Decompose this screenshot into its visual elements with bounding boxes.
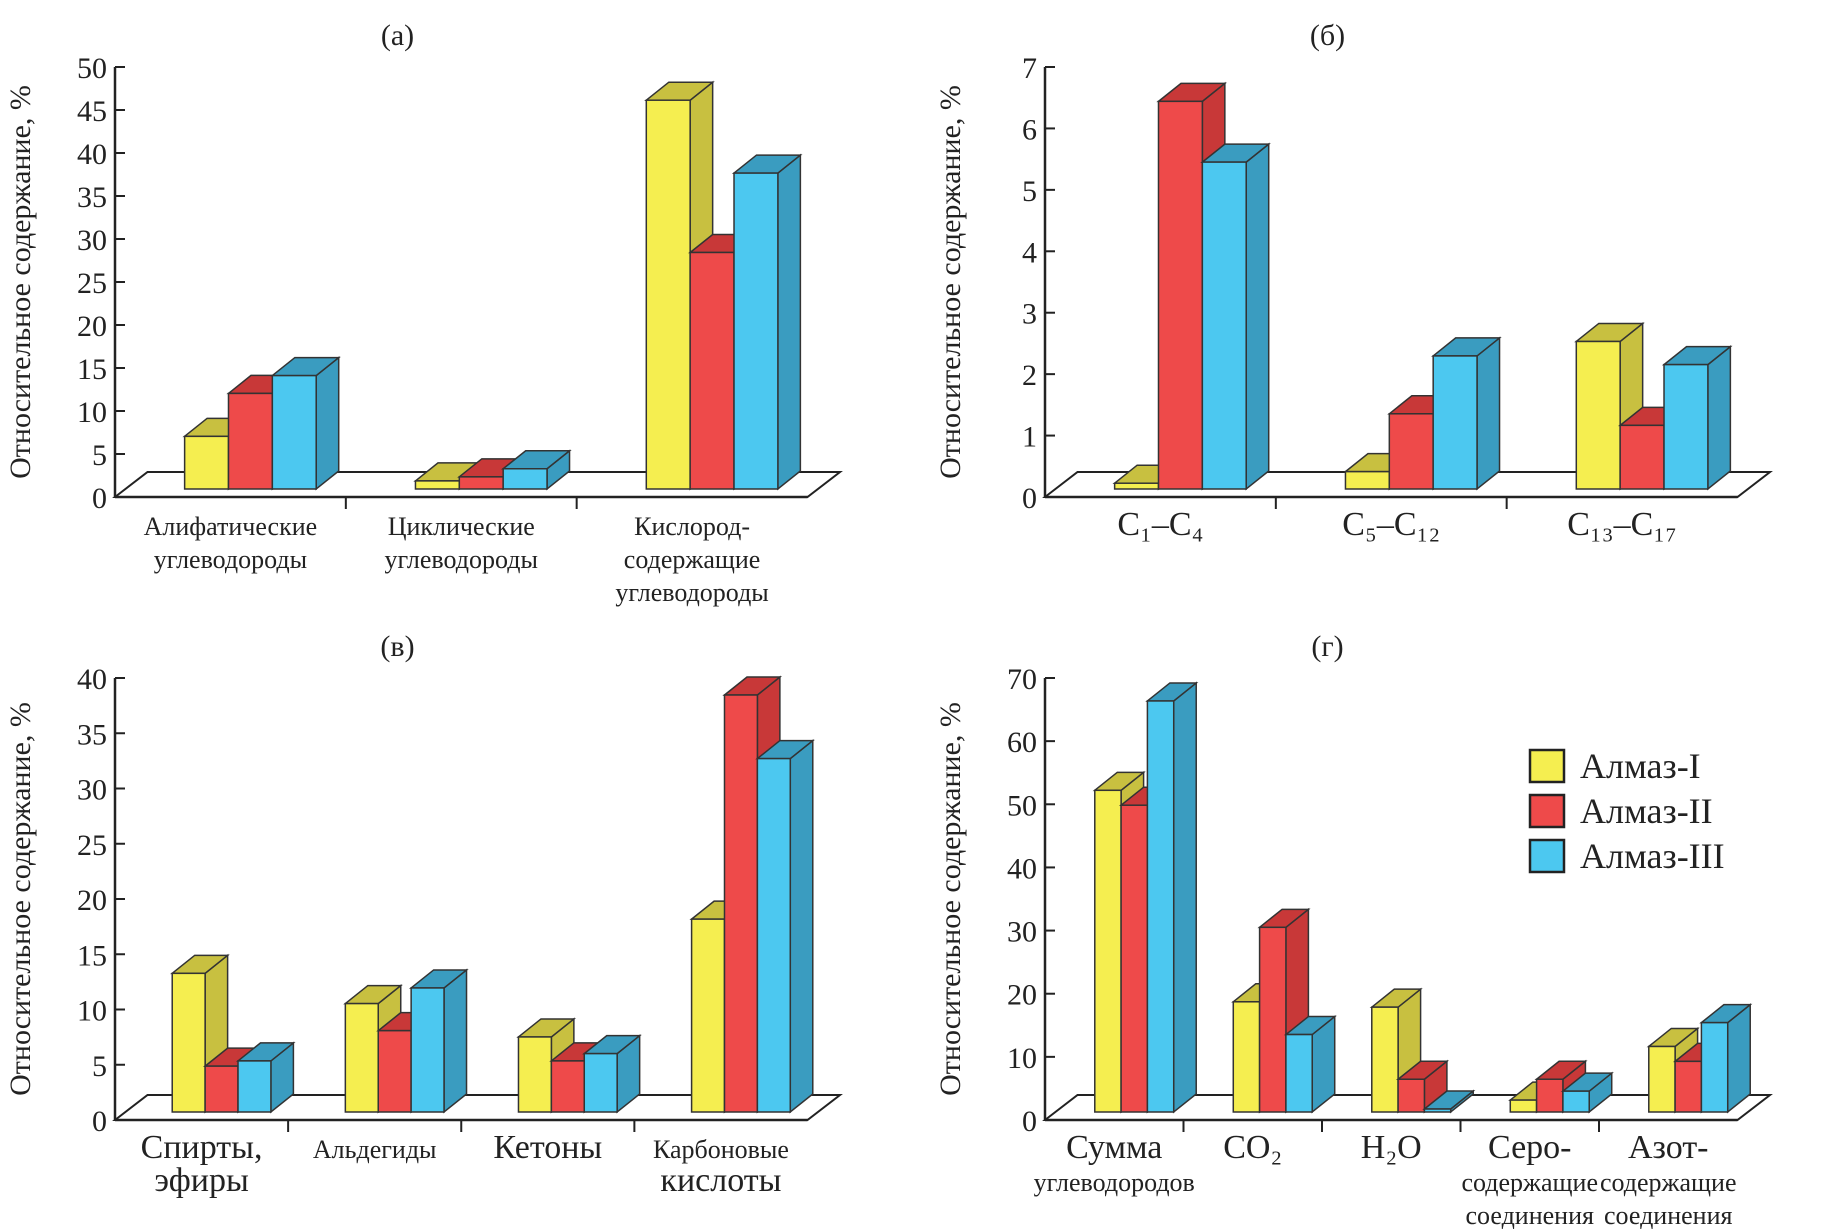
- chart-3: (г) Относительное содержание, % 0 10 20 30 40 5…: [934, 630, 1773, 1229]
- x-tick-label: Алифатические: [144, 512, 318, 541]
- x-tick-label: содержащие: [1461, 1168, 1598, 1197]
- chart-title: (г): [1311, 630, 1343, 663]
- bar: [235, 1041, 296, 1114]
- y-tick-label: 10: [1007, 1042, 1037, 1075]
- x-tick-label: содержащие: [624, 545, 761, 574]
- y-tick-label: 25: [77, 267, 107, 300]
- y-axis-label: Относительное содержание, %: [4, 702, 37, 1096]
- y-tick-label: 30: [1007, 916, 1037, 949]
- y-tick-label: 0: [1022, 1105, 1037, 1138]
- x-tick-label: Сумма: [1066, 1129, 1162, 1166]
- x-tick-label: C₁–C₄: [1117, 506, 1203, 543]
- x-tick-label: соединения: [1466, 1201, 1594, 1229]
- bar: [408, 968, 469, 1114]
- x-tick-label: углеводороды: [385, 545, 538, 574]
- y-tick-label: 5: [92, 1050, 107, 1083]
- x-tick-label: Альдегиды: [313, 1135, 437, 1164]
- svg-text:Алмаз-III: Алмаз-III: [1580, 836, 1725, 876]
- legend-item: Алмаз-III: [1528, 836, 1725, 876]
- y-tick-label: 60: [1007, 726, 1037, 759]
- y-tick-label: 0: [92, 482, 107, 515]
- bar: [501, 449, 572, 491]
- y-tick-label: 70: [1007, 663, 1037, 696]
- y-tick-label: 20: [1007, 979, 1037, 1012]
- legend-item: Алмаз-II: [1528, 791, 1713, 831]
- y-tick-label: 2: [1022, 359, 1037, 392]
- x-tick-label: C₁₃–C₁₇: [1567, 506, 1677, 543]
- chart-title: (а): [381, 19, 414, 52]
- bar: [1560, 1071, 1614, 1114]
- x-tick-label: Кислород-: [634, 512, 750, 541]
- x-tick-label: эфиры: [154, 1162, 249, 1199]
- y-tick-label: 50: [77, 52, 107, 85]
- y-tick-label: 30: [77, 774, 107, 807]
- y-tick-label: 40: [77, 138, 107, 171]
- bar: [1145, 681, 1199, 1114]
- x-tick-label: кислоты: [660, 1162, 781, 1199]
- chart-2: (в) Относительное содержание, % 0 5 10 15 20 25…: [4, 630, 843, 1199]
- bar: [582, 1034, 642, 1114]
- y-tick-label: 30: [77, 224, 107, 257]
- x-tick-label: соединения: [1604, 1201, 1732, 1229]
- x-tick-label: Карбоновые: [653, 1135, 789, 1164]
- bar: [1422, 1089, 1476, 1114]
- y-tick-label: 1: [1022, 421, 1037, 454]
- bar: [1699, 1003, 1753, 1114]
- bar: [1661, 345, 1733, 491]
- x-tick-label: Спирты,: [141, 1129, 263, 1166]
- x-tick-label: H₂O: [1361, 1129, 1422, 1166]
- y-tick-label: 5: [1022, 175, 1037, 208]
- y-tick-label: 0: [92, 1105, 107, 1138]
- x-tick-label: CO₂: [1223, 1129, 1282, 1166]
- y-tick-label: 0: [1022, 482, 1037, 515]
- x-tick-label: Серо-: [1488, 1129, 1572, 1166]
- y-tick-label: 5: [92, 439, 107, 472]
- bar: [755, 739, 815, 1114]
- svg-text:Алмаз-I: Алмаз-I: [1580, 746, 1701, 786]
- chart-title: (в): [380, 630, 414, 663]
- y-tick-label: 50: [1007, 789, 1037, 822]
- y-tick-label: 25: [77, 829, 107, 862]
- y-tick-label: 40: [1007, 852, 1037, 885]
- chart-title: (б): [1310, 19, 1345, 52]
- y-tick-label: 20: [77, 310, 107, 343]
- x-tick-label: углеводороды: [154, 545, 307, 574]
- x-tick-label: Циклические: [388, 512, 535, 541]
- y-tick-label: 4: [1022, 236, 1037, 269]
- y-axis-label: Относительное содержание, %: [4, 85, 37, 479]
- x-tick-label: Кетоны: [493, 1129, 602, 1166]
- bar: [1431, 336, 1502, 491]
- x-tick-label: углеводородов: [1034, 1168, 1195, 1197]
- chart-1: (б) Относительное содержание, % 0 1 2 3 4 5 6 7 C₁…: [934, 19, 1773, 543]
- bar: [1200, 142, 1271, 491]
- bar: [1395, 1059, 1450, 1114]
- x-tick-label: углеводороды: [615, 578, 768, 607]
- y-tick-label: 6: [1022, 113, 1037, 146]
- y-tick-label: 15: [77, 353, 107, 386]
- y-tick-label: 20: [77, 884, 107, 917]
- y-tick-label: 7: [1022, 52, 1037, 85]
- y-tick-label: 45: [77, 95, 107, 128]
- y-axis-label: Относительное содержание, %: [934, 702, 967, 1096]
- bar: [270, 356, 341, 491]
- x-tick-label: Азот-: [1628, 1129, 1709, 1166]
- y-tick-label: 15: [77, 939, 107, 972]
- chart-0: (а) Относительное содержание, % 0 5 10 15 20 25…: [4, 19, 843, 607]
- y-tick-label: 3: [1022, 298, 1037, 331]
- x-tick-label: содержащие: [1600, 1168, 1737, 1197]
- bar: [1283, 1014, 1337, 1114]
- x-tick-label: C₅–C₁₂: [1342, 506, 1440, 543]
- y-tick-label: 35: [77, 181, 107, 214]
- legend-item: Алмаз-I: [1528, 746, 1701, 786]
- y-tick-label: 10: [77, 396, 107, 429]
- y-axis-label: Относительное содержание, %: [934, 85, 967, 479]
- svg-text:Алмаз-II: Алмаз-II: [1580, 791, 1713, 831]
- bar: [731, 153, 803, 491]
- y-tick-label: 10: [77, 995, 107, 1028]
- y-tick-label: 35: [77, 718, 107, 751]
- y-tick-label: 40: [77, 663, 107, 696]
